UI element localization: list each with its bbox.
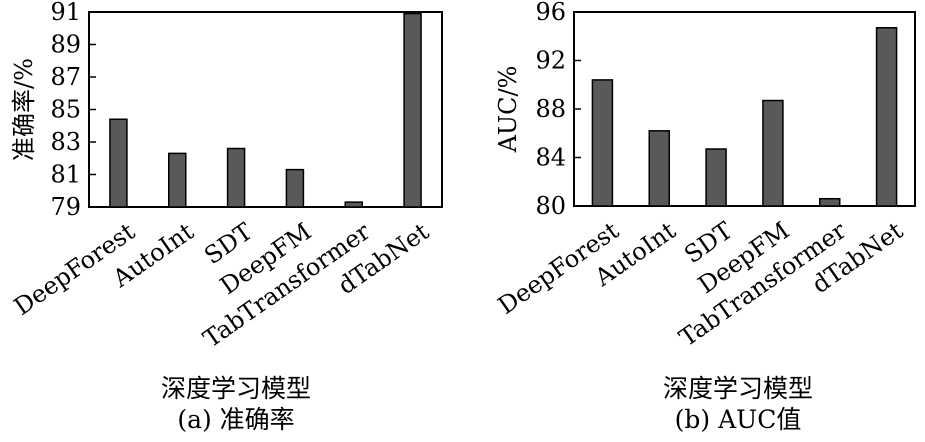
x-axis-title-b: 深度学习模型 (663, 374, 813, 403)
bar-b-dTabNet (875, 27, 898, 207)
bar-b-DeepFM (762, 99, 784, 207)
y-tick-label-a: 91 (50, 0, 81, 26)
plot-frame-a (88, 11, 443, 208)
bar-a-DeepFM (285, 168, 305, 208)
bar-b-TabTransformer (819, 197, 841, 207)
x-axis-title-a: 深度学习模型 (161, 374, 311, 403)
bar-a-DeepForest (109, 118, 128, 208)
panel-caption-b: (b) AUC值 (675, 405, 802, 434)
y-tick-label-a: 87 (50, 63, 81, 91)
y-tick-label-b: 80 (535, 192, 566, 220)
y-axis-title-a: 准确率/% (10, 58, 38, 161)
bar-a-TabTransformer (344, 201, 363, 208)
plot-frame-b (573, 11, 916, 207)
bar-a-dTabNet (403, 12, 422, 208)
bar-b-DeepForest (591, 79, 614, 207)
panel-caption-a: (a) 准确率 (177, 405, 294, 434)
y-axis-title-b: AUC/% (494, 66, 522, 154)
y-tick-label-a: 83 (50, 128, 81, 156)
y-tick-label-a: 85 (50, 96, 81, 124)
bar-b-AutoInt (648, 130, 670, 207)
y-tick-label-b: 84 (535, 144, 566, 172)
y-tick-label-b: 96 (535, 0, 566, 26)
y-tick-label-b: 92 (535, 47, 566, 75)
y-tick-label-a: 79 (50, 193, 81, 221)
y-tick-label-a: 81 (50, 161, 81, 189)
y-tick-label-a: 89 (50, 31, 81, 59)
bar-a-AutoInt (168, 152, 187, 208)
y-tick-label-b: 88 (535, 95, 566, 123)
bar-b-SDT (705, 148, 727, 207)
bar-a-SDT (226, 147, 246, 208)
chart-panel-b: 8084889296DeepForestAutoIntSDTDeepFMTabT… (493, 0, 916, 434)
